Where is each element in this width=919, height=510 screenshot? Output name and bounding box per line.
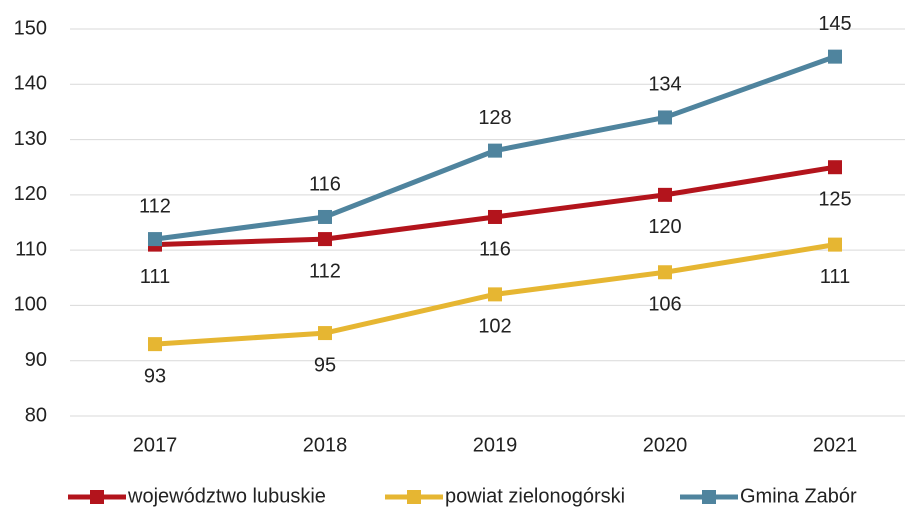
point-marker [828, 237, 842, 252]
x-tick-label: 2020 [643, 434, 688, 456]
data-label: 145 [818, 13, 851, 35]
data-label: 116 [479, 238, 511, 260]
data-label: 128 [478, 107, 511, 129]
data-label: 112 [309, 260, 341, 282]
legend-marker [407, 490, 421, 504]
y-tick-label: 80 [25, 404, 47, 426]
data-label: 93 [144, 365, 166, 387]
point-marker [658, 187, 672, 202]
data-label: 134 [648, 74, 681, 96]
y-tick-label: 110 [15, 238, 47, 260]
data-label: 102 [478, 316, 511, 338]
point-marker [488, 143, 502, 158]
legend-label: powiat zielonogórski [445, 485, 625, 507]
data-label: 111 [820, 266, 850, 288]
data-label: 116 [309, 173, 341, 195]
legend-label: Gmina Zabór [740, 485, 857, 507]
point-marker [318, 232, 332, 247]
point-marker [318, 209, 332, 224]
data-label: 106 [648, 294, 681, 316]
x-tick-label: 2017 [133, 434, 178, 456]
x-tick-label: 2021 [813, 434, 858, 456]
legend-label: województwo lubuskie [127, 485, 326, 507]
legend-marker [702, 490, 716, 504]
point-marker [318, 326, 332, 341]
series-line [154, 164, 836, 248]
y-tick-label: 100 [14, 294, 47, 316]
legend-marker [90, 490, 104, 504]
point-marker [658, 110, 672, 125]
y-tick-label: 90 [25, 349, 47, 371]
y-tick-label: 150 [14, 17, 47, 39]
data-label: 112 [139, 195, 171, 217]
point-marker [488, 209, 502, 224]
point-marker [148, 232, 162, 247]
data-label: 95 [314, 354, 336, 376]
data-label: 125 [818, 188, 851, 210]
x-tick-label: 2019 [473, 434, 518, 456]
data-label: 111 [140, 266, 170, 288]
y-tick-label: 120 [14, 183, 47, 205]
y-tick-label: 140 [14, 73, 47, 95]
point-marker [148, 337, 162, 352]
point-marker [658, 265, 672, 280]
y-tick-label: 130 [14, 128, 47, 150]
point-marker [828, 160, 842, 175]
point-marker [828, 49, 842, 64]
x-tick-label: 2018 [303, 434, 348, 456]
point-marker [488, 287, 502, 302]
data-label: 120 [648, 216, 681, 238]
